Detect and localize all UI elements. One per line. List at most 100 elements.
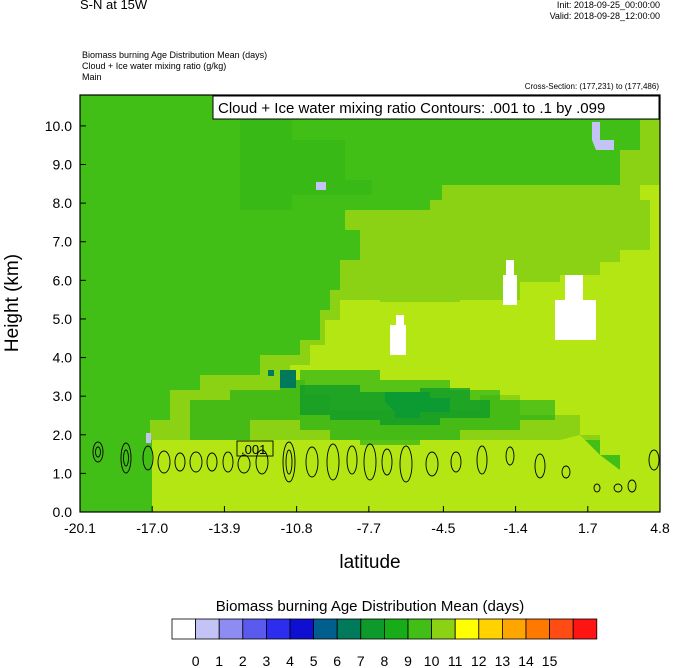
colorbar-label: 0 (192, 653, 200, 668)
contour-loop (613, 483, 623, 493)
colorbar-label: 15 (542, 653, 558, 668)
colorbar-label: 7 (357, 653, 365, 668)
plot-frame (79, 94, 661, 513)
contour-loop (505, 446, 515, 466)
colorbar-swatch (360, 618, 385, 640)
contour-lines (92, 441, 660, 493)
contour-loop (534, 453, 546, 479)
x-tick-label: 4.8 (650, 520, 670, 536)
y-tick-label: 5.0 (53, 311, 73, 327)
region-pocket-1 (592, 122, 614, 150)
contour-loop (399, 445, 413, 483)
colorbar-swatch (501, 618, 527, 640)
colorbar-swatch (549, 618, 574, 640)
colorbar-swatch (525, 618, 551, 640)
colorbar-swatch (454, 618, 480, 640)
chart-title: S-N at 15W (80, 0, 148, 12)
region-white-3 (503, 260, 517, 305)
x-tick-label: -13.9 (208, 520, 240, 536)
contour-info-box (212, 95, 660, 120)
contour-loop (189, 451, 203, 473)
x-tick-label: -7.7 (357, 520, 381, 536)
contour-loop (157, 450, 171, 474)
colorbar-label: 10 (424, 653, 440, 668)
colorbar-label: 3 (263, 653, 271, 668)
contour-loop (627, 479, 637, 493)
x-tick-label: -1.4 (504, 520, 528, 536)
colorbar-swatch (431, 618, 456, 640)
colorbar-swatch (407, 618, 433, 640)
region-core-6 (280, 370, 296, 388)
colorbar-swatch (265, 618, 291, 640)
contour-loop (222, 451, 234, 473)
field-label-1: Biomass burning Age Distribution Mean (d… (82, 50, 268, 60)
contour-loop (381, 448, 393, 476)
x-tick-label: 1.7 (578, 520, 598, 536)
y-tick-label: 2.0 (53, 427, 73, 443)
region-pocket-2 (316, 182, 326, 190)
colorbar-label: 11 (448, 653, 463, 668)
colorbar-swatch (313, 618, 338, 640)
contour-loop (174, 452, 186, 472)
contour-loop (476, 445, 488, 475)
contour-loop (561, 465, 571, 479)
contour-loop (305, 446, 319, 478)
cross-section-label: Cross-Section: (177,231) to (177,486) (524, 82, 659, 91)
colorbar-label: 14 (518, 653, 534, 668)
field-label-2: Cloud + Ice water mixing ratio (g/kg) (82, 61, 227, 71)
region-white-2 (390, 315, 406, 355)
contour-info: Cloud + Ice water mixing ratio Contours:… (218, 100, 605, 117)
contour-loop (92, 441, 104, 463)
colorbar-label: 5 (310, 653, 318, 668)
colorbar-swatch (218, 618, 244, 640)
contour-loop (120, 442, 132, 474)
colorbar-swatch (171, 618, 197, 640)
colorbar-label: 2 (239, 653, 247, 668)
field-label-3: Main (82, 72, 102, 82)
contour-loop (206, 452, 218, 472)
heatmap-fill (80, 95, 660, 512)
x-tick-label: -10.8 (281, 520, 313, 536)
colorbar-swatch (478, 618, 503, 640)
colorbar: 0 1 2 3 4 5 6 7 8 9 10 11 12 13 14 15 (171, 618, 598, 668)
init-time: Init: 2018-09-25_00:00:00 (556, 0, 660, 10)
contour-loop (255, 449, 269, 475)
y-tick-label: 4.0 (53, 350, 73, 366)
contour-loop (282, 441, 296, 483)
contour-loop (285, 449, 293, 475)
region-upper-dark (240, 95, 372, 210)
colorbar-label: 9 (404, 653, 412, 668)
colorbar-label: 6 (333, 653, 341, 668)
colorbar-label: 12 (471, 653, 487, 668)
colorbar-swatch (242, 618, 267, 640)
y-tick-label: 1.0 (53, 465, 73, 481)
contour-label: .001 (241, 442, 266, 457)
colorbar-label: 8 (381, 653, 389, 668)
region-lower-left (80, 440, 152, 512)
contour-loop (363, 443, 377, 481)
contour-loop (142, 445, 154, 471)
contour-loop (326, 443, 340, 481)
y-tick-label: 8.0 (53, 195, 73, 211)
contour-loop (123, 449, 129, 467)
region-layer-7-b (385, 392, 450, 418)
region-core-6b (268, 370, 274, 376)
valid-time: Valid: 2018-09-28_12:00:00 (549, 11, 660, 21)
y-tick-label: 7.0 (53, 234, 73, 250)
y-axis-title: Height (km) (2, 254, 23, 352)
x-tick-label: -20.1 (64, 520, 96, 536)
contour-loop (450, 451, 462, 473)
colorbar-swatch (195, 618, 220, 640)
contour-loop (425, 451, 439, 477)
region-white-1 (555, 275, 596, 340)
y-axis: 0.0 1.0 2.0 3.0 4.0 5.0 6.0 7.0 8.0 9.0 10.0 (45, 118, 86, 520)
x-axis: -20.1 -17.0 -13.9 -10.8 -7.7 -4.5 -1.4 1.7 4.8 (64, 506, 670, 536)
y-tick-label: 3.0 (53, 388, 73, 404)
contour-loop (648, 449, 660, 471)
colorbar-swatch (289, 618, 315, 640)
colorbar-label: 13 (495, 653, 511, 668)
y-tick-label: 10.0 (45, 118, 72, 134)
x-tick-label: -4.5 (431, 520, 455, 536)
y-tick-label: 0.0 (53, 504, 73, 520)
